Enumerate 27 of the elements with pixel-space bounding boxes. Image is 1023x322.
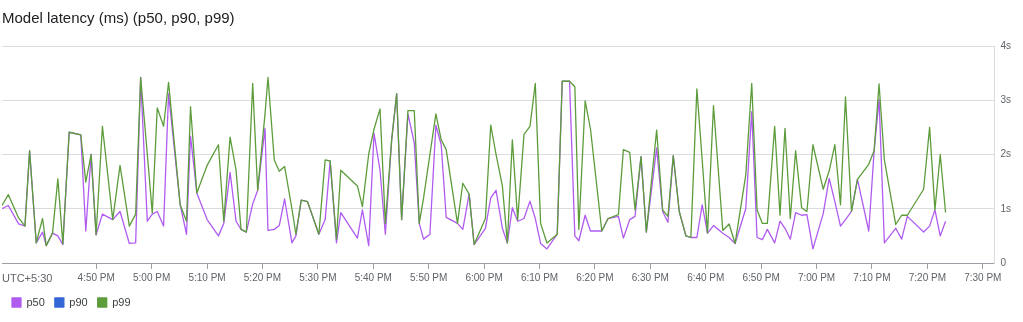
legend-label: p50 — [26, 295, 45, 308]
x-tick-label: 5:00 PM — [132, 271, 171, 283]
legend-label: p99 — [112, 295, 131, 308]
legend-label: p90 — [69, 295, 88, 308]
text: UTC+5:30 — [2, 271, 53, 284]
x-tick-label: 5:10 PM — [188, 271, 226, 283]
x-tick-label: 6:50 PM — [742, 271, 780, 283]
y-tick-label: 2s — [1000, 148, 1011, 160]
x-tick-label: 4:50 PM — [77, 271, 115, 283]
x-tick-label: 7:00 PM — [797, 271, 836, 283]
y-tick-label: 0 — [1000, 256, 1007, 268]
x-tick-label: 6:20 PM — [576, 271, 614, 283]
y-tick-label: 4s — [1000, 39, 1011, 51]
chart-title: Model latency (ms) (p50, p90, p99) — [2, 9, 235, 27]
x-tick-label: 6:30 PM — [631, 271, 669, 283]
x-tick-label: 5:30 PM — [299, 271, 337, 283]
x-tick-label: 5:50 PM — [410, 271, 448, 283]
y-tick-label: 3s — [1000, 94, 1011, 105]
x-tick-label: 7:30 PM — [964, 271, 1002, 283]
x-tick-label: 6:40 PM — [687, 271, 725, 283]
x-tick-label: 5:20 PM — [243, 271, 282, 283]
x-tick-label: 7:10 PM — [853, 271, 891, 283]
x-tick-label: 6:10 PM — [520, 271, 559, 283]
x-tick-label: 7:20 PM — [908, 271, 946, 283]
y-tick-label: 1s — [1000, 202, 1011, 214]
x-tick-label: 6:00 PM — [465, 271, 503, 283]
x-tick-label: 5:40 PM — [354, 271, 392, 283]
